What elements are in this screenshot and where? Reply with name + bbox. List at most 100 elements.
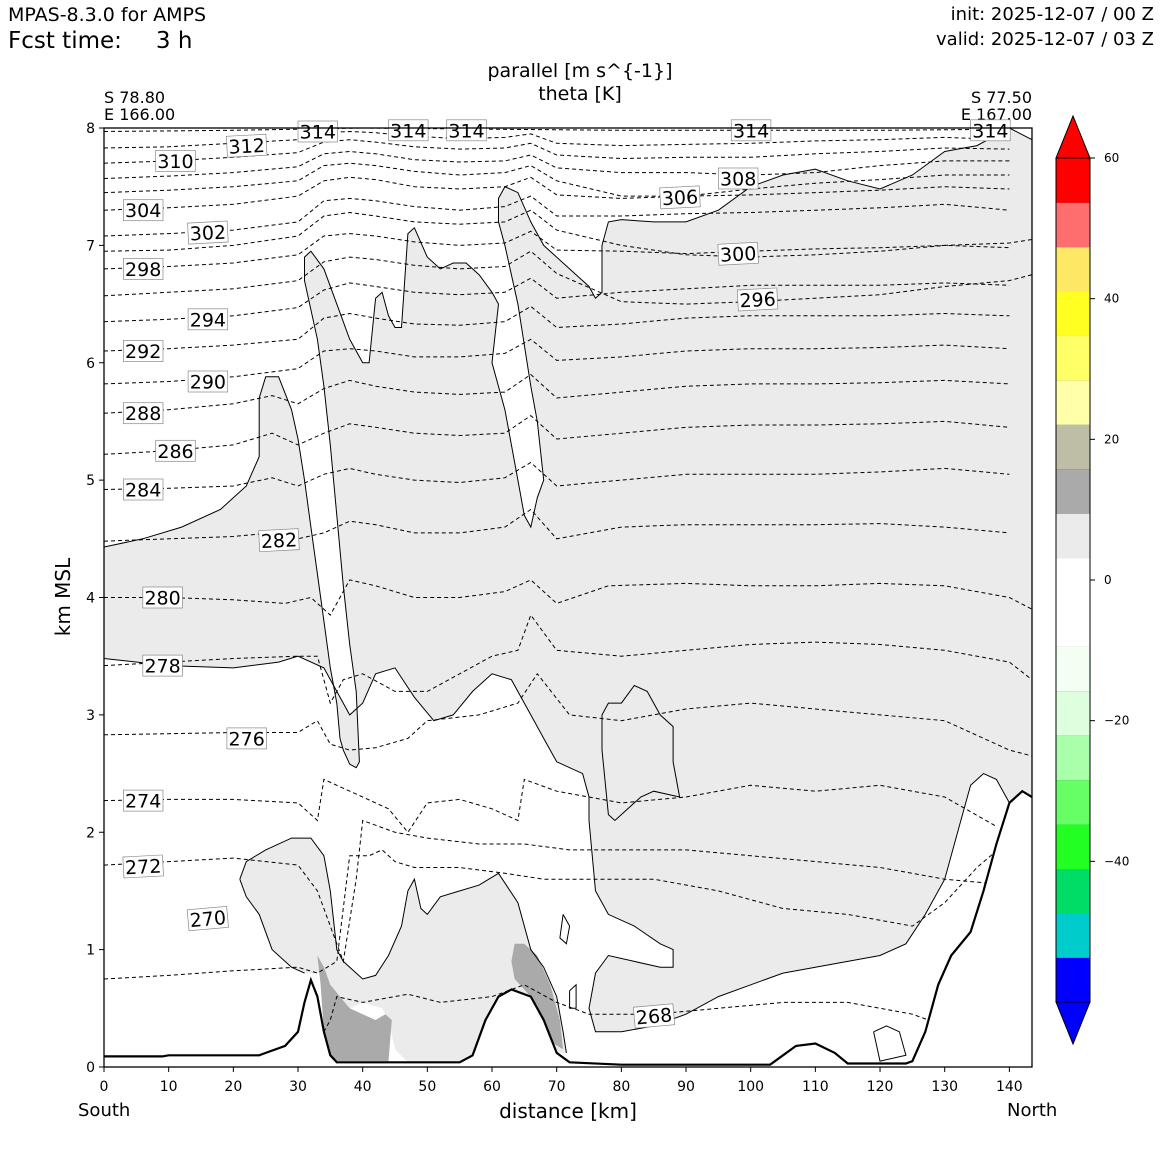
valid-time: valid: 2025-12-07 / 03 Z — [936, 29, 1154, 50]
theta-label-text: 306 — [661, 186, 698, 210]
theta-label-300: 300 — [717, 241, 759, 267]
y-tick-label: 2 — [86, 825, 95, 841]
theta-contour-290 — [104, 338, 1010, 385]
colorbar-extend-low — [1055, 1001, 1091, 1046]
theta-label-box — [123, 340, 164, 362]
colorbar-bin — [1056, 957, 1090, 1003]
wind-contour-line — [873, 1025, 907, 1062]
theta-contours — [104, 128, 1032, 1033]
theta-label-box — [297, 120, 338, 143]
theta-label-text: 280 — [144, 588, 180, 610]
theta-label-304: 304 — [123, 199, 164, 222]
theta-label-text: 314 — [300, 122, 336, 144]
theta-label-288: 288 — [123, 402, 164, 425]
colorbar-tick-label: −40 — [1104, 854, 1129, 868]
theta-label-box — [717, 241, 759, 266]
theta-label-292: 292 — [123, 340, 164, 363]
x-tick-label: 80 — [612, 1079, 630, 1095]
y-tick-label: 1 — [86, 943, 95, 959]
theta-label-294: 294 — [187, 308, 229, 331]
terrain-fill — [104, 791, 1032, 1067]
wind-region — [104, 128, 1032, 1032]
theta-contour-276 — [104, 672, 1032, 757]
wind-contour-line — [559, 914, 571, 945]
colorbar-bin — [1056, 291, 1090, 336]
theta-label-text: 314 — [448, 120, 484, 142]
wind-contour-line — [601, 684, 681, 822]
theta-contour-296 — [104, 250, 1032, 305]
theta-label-268: 268 — [633, 1003, 676, 1030]
theta-label-text: 274 — [125, 791, 161, 813]
colorbar-bin — [1056, 779, 1090, 825]
x-tick-label: 100 — [737, 1079, 764, 1095]
y-tick-label: 6 — [86, 356, 95, 372]
wind-contour-line — [569, 983, 577, 1009]
chart-title-contour-variable: theta [K] — [538, 83, 622, 105]
theta-label-308: 308 — [718, 167, 759, 191]
wind-region — [511, 943, 564, 1050]
theta-label-text: 292 — [125, 341, 161, 363]
theta-label-box — [225, 133, 268, 158]
x-tick-label: 110 — [802, 1079, 829, 1095]
x-tick-label: 140 — [996, 1079, 1023, 1095]
x-tick-label: 30 — [289, 1079, 307, 1095]
theta-label-314: 314 — [446, 119, 487, 142]
theta-label-text: 290 — [190, 372, 226, 394]
colorbar-bin — [1056, 513, 1090, 559]
theta-label-box — [142, 654, 183, 677]
theta-label-box — [123, 258, 164, 280]
colorbar-extend-high — [1055, 114, 1091, 159]
theta-label-text: 308 — [720, 169, 756, 191]
forecast-time-label: Fcst time: — [8, 28, 122, 54]
colorbar-bin — [1056, 557, 1090, 603]
theta-contour-302 — [104, 195, 1010, 237]
theta-label-282: 282 — [258, 528, 300, 553]
y-tick-label: 5 — [86, 473, 95, 489]
colorbar-tick-label: 60 — [1104, 151, 1119, 165]
theta-contour-314 — [104, 128, 1010, 132]
colorbar-bin — [1056, 691, 1090, 736]
theta-label-box — [730, 119, 772, 142]
x-tick-label: 40 — [354, 1079, 372, 1095]
theta-contour-272 — [104, 819, 1010, 964]
right-end-longitude: E 167.00 — [960, 105, 1032, 124]
x-tick-label: 0 — [100, 1079, 109, 1095]
theta-label-box — [155, 150, 196, 172]
x-tick-label: 20 — [224, 1079, 242, 1095]
x-tick-label: 90 — [677, 1079, 695, 1095]
init-time: init: 2025-12-07 / 00 Z — [950, 4, 1154, 25]
theta-contour-286 — [104, 414, 1010, 455]
theta-label-box — [633, 1003, 676, 1029]
colorbar-bin — [1056, 913, 1090, 958]
x-tick-label: 50 — [418, 1079, 436, 1095]
terrain — [104, 789, 1032, 1067]
left-end-direction: South — [78, 1100, 131, 1121]
colorbar-bin — [1056, 646, 1090, 692]
left-end-longitude: E 166.00 — [104, 105, 176, 124]
y-tick-label: 8 — [86, 121, 95, 137]
colorbar-bin — [1056, 202, 1090, 248]
theta-label-box — [122, 854, 164, 879]
colorbar-bin — [1056, 424, 1090, 470]
colorbar-tick-label: −20 — [1104, 714, 1129, 728]
theta-label-box — [226, 727, 267, 750]
theta-contour-labels: 268 270 272 274 276 278 280 282 284 286 288 290 292 2… — [122, 119, 1011, 1030]
model-title: MPAS-8.3.0 for AMPS — [8, 4, 207, 26]
theta-label-290: 290 — [187, 370, 229, 394]
theta-label-box — [187, 370, 229, 393]
terrain-line — [104, 789, 1032, 1066]
colorbar-bin — [1056, 468, 1090, 514]
colorbar-bin — [1056, 380, 1090, 425]
theta-label-text: 314 — [390, 120, 426, 142]
theta-label-text: 296 — [739, 289, 776, 313]
theta-label-box — [186, 906, 229, 932]
wind-contour-line — [239, 837, 567, 1053]
theta-label-box — [123, 478, 164, 501]
theta-label-310: 310 — [155, 150, 196, 173]
theta-contour-278 — [104, 614, 1032, 705]
theta-label-276: 276 — [226, 727, 267, 750]
theta-label-314: 314 — [730, 119, 772, 142]
theta-label-314: 314 — [297, 120, 338, 144]
wind-contour-line — [104, 655, 1010, 1033]
forecast-time-value: 3 h — [155, 28, 193, 54]
